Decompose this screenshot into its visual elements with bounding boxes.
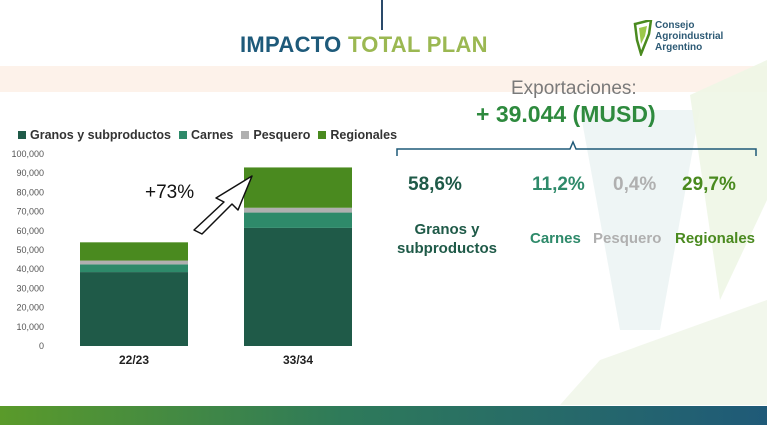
label-pesquero: Pesquero — [593, 230, 662, 247]
title-part-1: IMPACTO — [240, 32, 342, 57]
legend-label: Carnes — [191, 128, 234, 142]
y-tick-label: 90,000 — [16, 168, 44, 178]
chart-legend: Granos y subproductos Carnes Pesquero Regio… — [18, 128, 405, 142]
x-category-label: 33/34 — [283, 353, 313, 367]
y-tick-label: 0 — [39, 341, 44, 351]
legend-swatch — [241, 131, 250, 139]
legend-swatch — [318, 131, 327, 139]
stacked-bar-chart: 0 10,000 20,000 30,000 40,000 50,000 60,000 70,… — [11, 149, 352, 367]
background-band — [0, 66, 767, 92]
legend-item: Carnes — [179, 128, 233, 142]
legend-swatch — [18, 131, 26, 139]
bar-segment — [80, 242, 188, 261]
legend-label: Granos y subproductos — [30, 128, 171, 142]
logo-line-3: Argentino — [655, 42, 703, 53]
legend-label: Pesquero — [253, 128, 311, 142]
legend-item: Pesquero — [241, 128, 310, 142]
bar-segment — [244, 227, 352, 346]
label-granos: Granos y subproductos — [397, 221, 497, 257]
y-tick-label: 50,000 — [16, 245, 44, 255]
bar-segment — [80, 272, 188, 346]
bar-segment — [80, 260, 188, 265]
y-tick-label: 20,000 — [16, 303, 44, 313]
growth-arrow-icon — [193, 175, 253, 235]
exports-value: + 39.044 (MUSD) — [476, 101, 656, 127]
bottom-bar — [0, 406, 767, 425]
y-tick-label: 80,000 — [16, 187, 44, 197]
legend-label: Regionales — [330, 128, 398, 142]
x-category-label: 22/23 — [119, 353, 149, 367]
logo-line-1: Consejo — [655, 20, 695, 31]
label-regionales: Regionales — [675, 230, 756, 247]
bar-segment — [244, 167, 352, 208]
breakdown-brace — [396, 140, 757, 156]
legend-item: Regionales — [318, 128, 397, 142]
y-tick-label: 40,000 — [16, 264, 44, 274]
growth-label: +73% — [145, 182, 195, 203]
logo: Consejo Agroindustrial Argentino — [633, 20, 763, 70]
title-part-2: TOTAL PLAN — [347, 32, 488, 57]
y-tick-label: 70,000 — [16, 207, 44, 217]
bar-segment — [244, 212, 352, 228]
pct-granos: 58,6% — [408, 174, 462, 195]
y-tick-label: 10,000 — [16, 322, 44, 332]
y-tick-label: 60,000 — [16, 226, 44, 236]
y-tick-label: 100,000 — [11, 149, 44, 159]
pct-regionales: 29,7% — [682, 174, 736, 195]
exports-label: Exportaciones: — [511, 78, 637, 99]
y-tick-label: 30,000 — [16, 283, 44, 293]
logo-line-2: Agroindustrial — [655, 31, 724, 42]
top-divider — [381, 0, 383, 30]
bar-segment — [244, 207, 352, 213]
legend-item: Granos y subproductos — [18, 128, 171, 142]
page-title: IMPACTO TOTAL PLAN — [240, 32, 488, 58]
bar-segment — [80, 264, 188, 273]
pct-pesquero: 0,4% — [613, 174, 657, 195]
pct-carnes: 11,2% — [532, 174, 585, 195]
legend-swatch — [179, 131, 187, 139]
label-carnes: Carnes — [530, 230, 581, 247]
logo-leaf-icon — [633, 20, 653, 56]
